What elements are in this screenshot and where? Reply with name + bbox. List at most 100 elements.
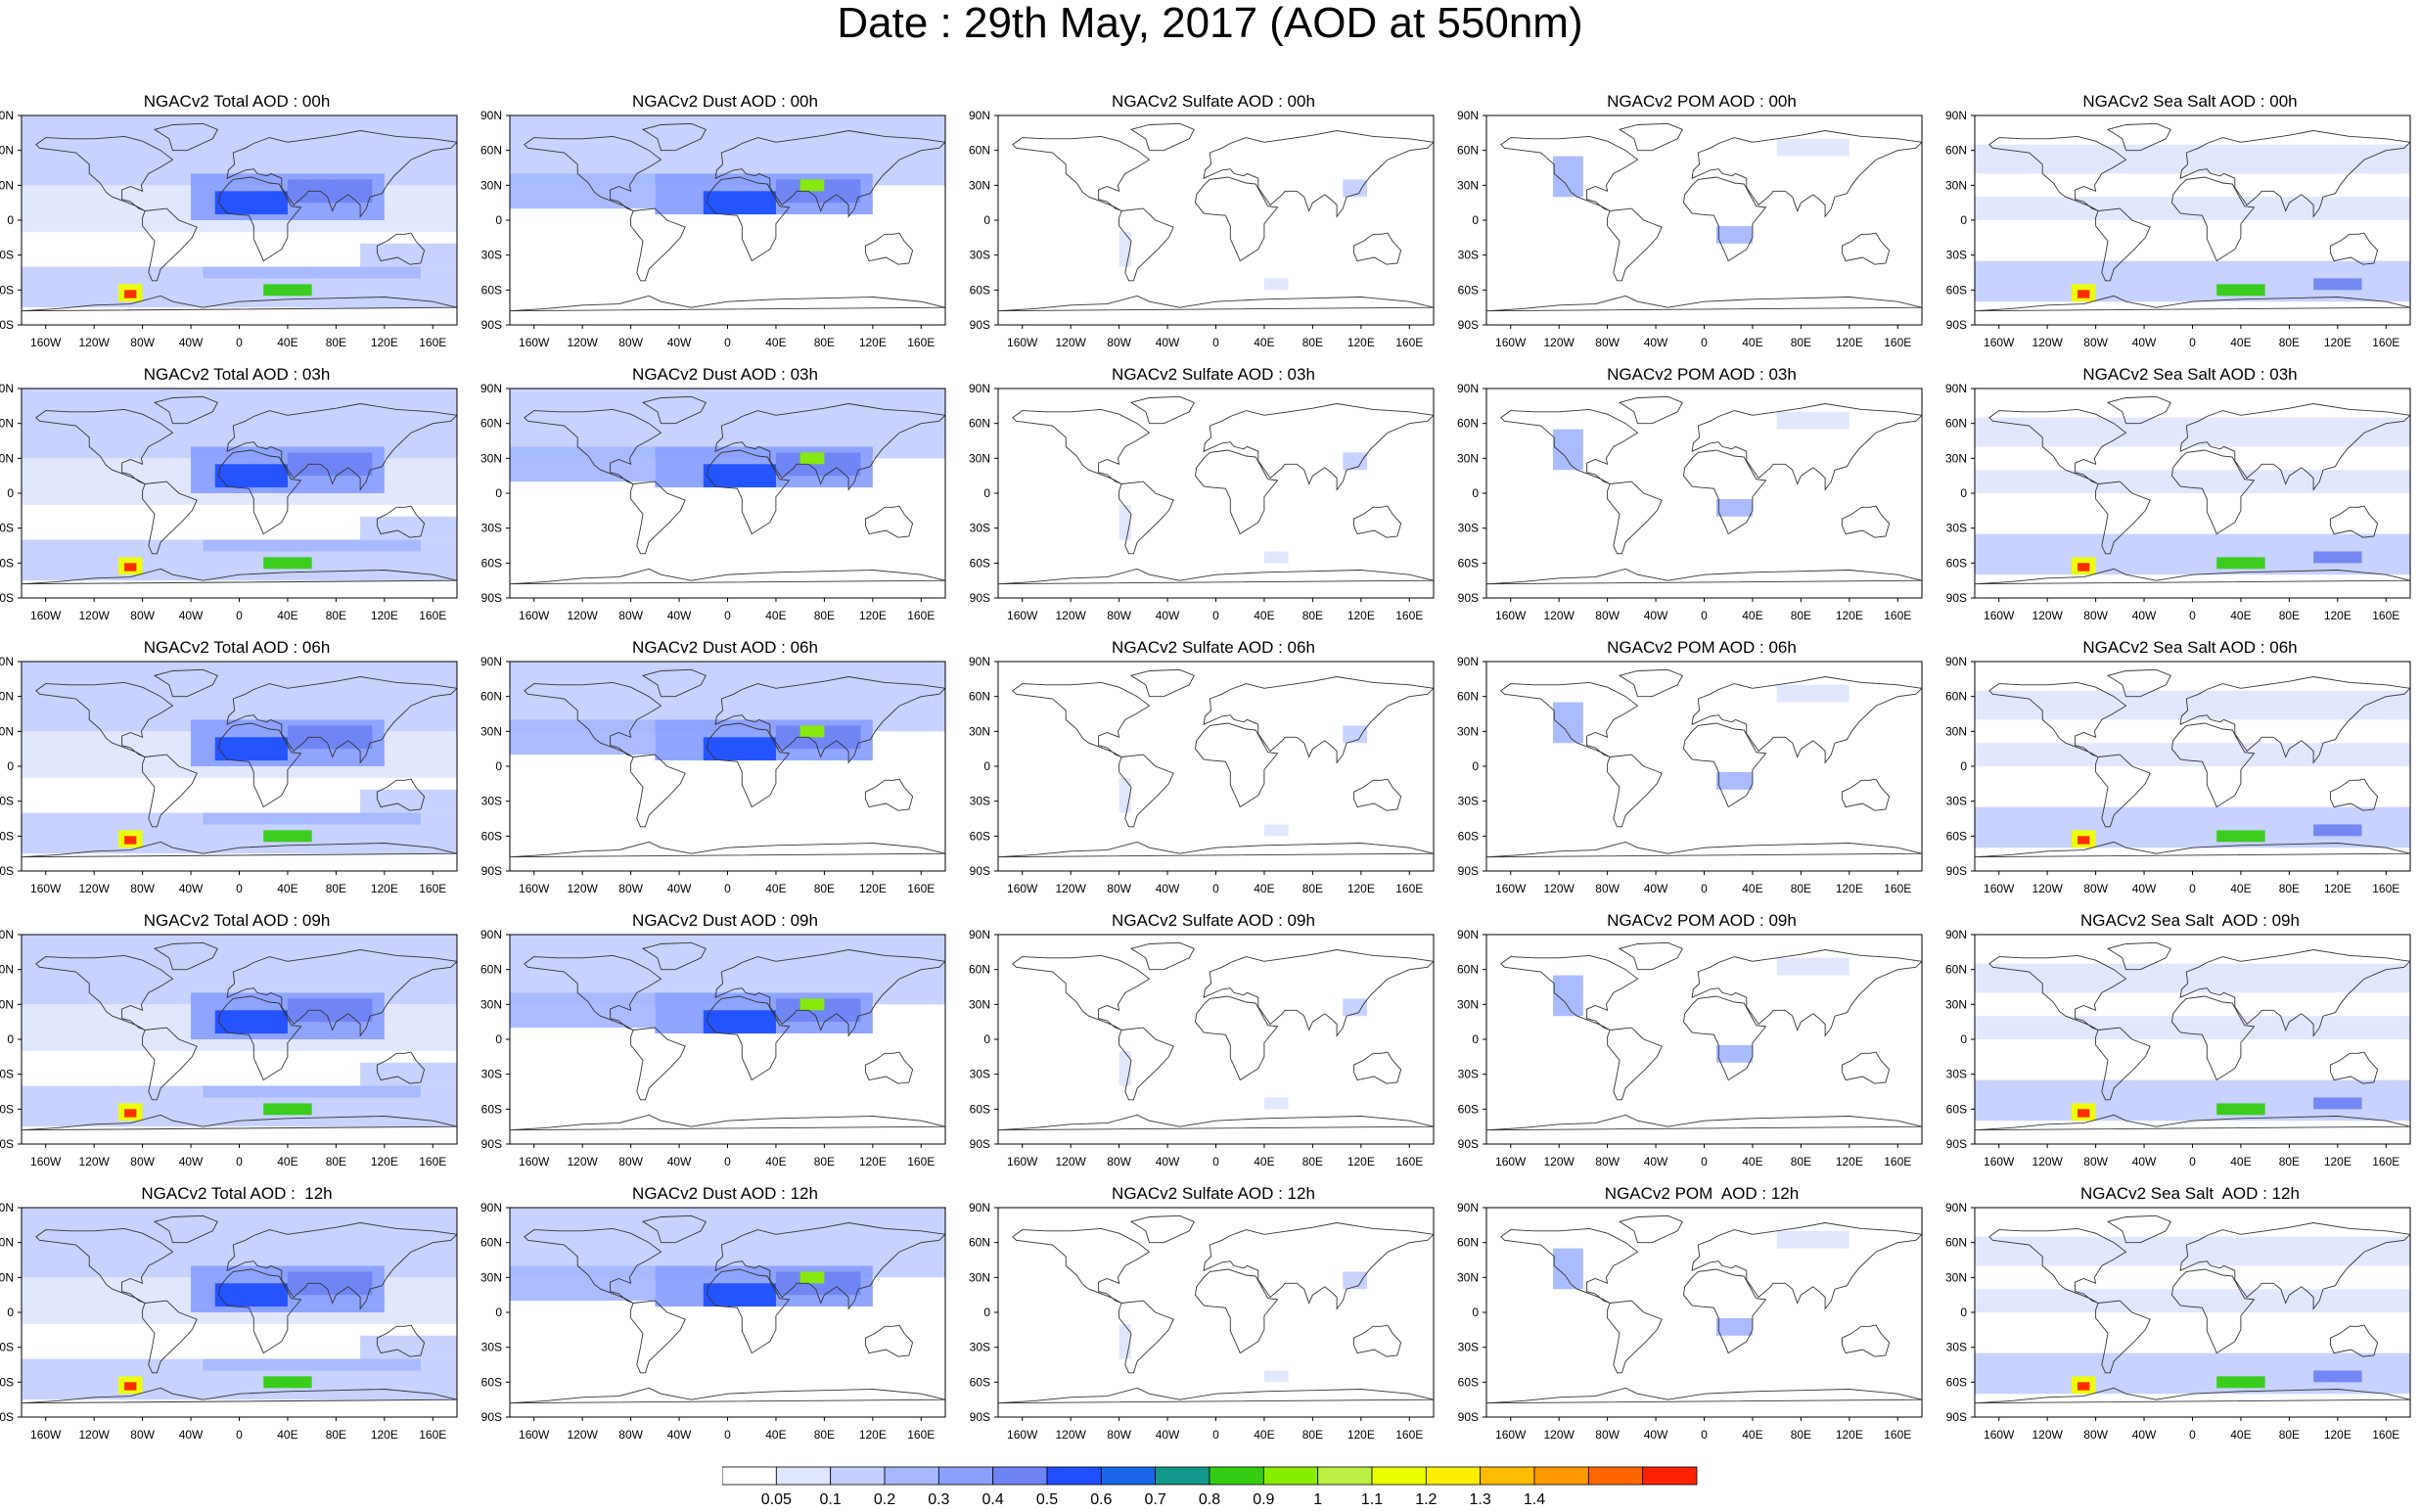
lon-tick-label: 160E xyxy=(2372,1428,2399,1442)
lon-tick-label: 120E xyxy=(859,882,887,895)
coastline-australia xyxy=(2329,778,2379,811)
coastline-eurasia xyxy=(1203,1222,1434,1310)
coastline-greenland xyxy=(153,941,218,971)
coastline-antarctica xyxy=(998,841,1434,858)
lon-tick-label: 0 xyxy=(724,1155,731,1168)
coastline-southAmerica xyxy=(630,207,686,282)
aerosol-field xyxy=(510,115,945,325)
map-background xyxy=(1486,389,1922,598)
lat-tick-label: 90S xyxy=(1946,1410,1967,1424)
coastline-eurasia xyxy=(714,676,945,764)
coastline-northAmerica xyxy=(1500,135,1639,211)
lon-tick-label: 40E xyxy=(2230,336,2251,349)
coastline-eurasia xyxy=(226,403,457,491)
colorbar-label: 1.3 xyxy=(1470,1491,1491,1507)
coastline-australia xyxy=(864,1051,914,1084)
lon-tick-label: 80W xyxy=(1595,609,1620,622)
lon-tick-label: 0 xyxy=(236,1428,243,1442)
coastline-eurasia xyxy=(1203,949,1434,1037)
colorbar-box xyxy=(1155,1466,1210,1486)
lon-tick-label: 160E xyxy=(419,882,446,895)
coastline-eurasia xyxy=(1691,949,1922,1037)
coastline-australia xyxy=(1352,778,1402,811)
lon-tick-label: 40W xyxy=(2132,336,2157,349)
coastline-africa xyxy=(707,995,791,1081)
lon-tick-label: 40W xyxy=(1644,1155,1668,1168)
lon-tick-label: 0 xyxy=(236,1155,243,1168)
lon-tick-label: 160W xyxy=(519,336,550,349)
coastline-southAmerica xyxy=(142,1300,198,1374)
coastline-australia xyxy=(1841,232,1891,265)
lon-tick-label: 160W xyxy=(1984,609,2015,622)
lat-tick-label: 60S xyxy=(970,1375,990,1389)
aod-cell xyxy=(360,1335,457,1359)
coastline-southAmerica xyxy=(630,1027,686,1101)
coastline-africa xyxy=(707,176,791,262)
aod-cell xyxy=(1975,963,2410,993)
map-plot: 90N 60N 30N 0 30S 60S 90S 160W 120W 80W 40W 0 40E 80E… xyxy=(480,655,946,895)
lat-tick-label: 0 xyxy=(7,213,14,227)
lon-tick-label: 160W xyxy=(1007,609,1038,622)
lon-tick-label: 160W xyxy=(1984,1155,2015,1168)
coastline-africa xyxy=(218,449,302,535)
lon-tick-label: 80E xyxy=(1302,609,1323,622)
coastline-australia xyxy=(1841,505,1891,538)
lon-tick-label: 40E xyxy=(765,609,786,622)
lat-tick-label: 90N xyxy=(1945,109,1967,122)
aerosol-field xyxy=(1975,115,2410,325)
coastline-southAmerica xyxy=(1119,481,1174,555)
lat-tick-label: 90S xyxy=(1458,1410,1479,1424)
lon-tick-label: 80W xyxy=(130,336,155,349)
lat-tick-label: 60N xyxy=(1457,690,1479,704)
lon-tick-label: 120W xyxy=(567,882,598,895)
aerosol-field xyxy=(1486,1208,1922,1417)
lon-tick-label: 40E xyxy=(1742,882,1762,895)
lat-tick-label: 0 xyxy=(495,486,502,500)
coastline-northAmerica xyxy=(1012,408,1151,484)
coastline-northAmerica xyxy=(1988,1227,2127,1304)
aod-cell xyxy=(1975,144,2410,174)
lon-tick-label: 160E xyxy=(2372,609,2399,622)
aod-cell xyxy=(360,516,457,540)
colorbar-label: 0.4 xyxy=(982,1491,1004,1507)
coastline-antarctica xyxy=(22,1387,457,1404)
coastline-northAmerica xyxy=(1012,954,1151,1031)
lon-tick-label: 80E xyxy=(2279,609,2300,622)
panel-title: NGACv2 Total AOD : 00h xyxy=(143,92,331,111)
lat-tick-label: 30N xyxy=(1457,997,1479,1011)
coastline-northAmerica xyxy=(1500,1227,1639,1304)
coastline-australia xyxy=(376,1324,426,1357)
lat-tick-label: 90N xyxy=(0,655,14,668)
coastline-greenland xyxy=(1618,122,1683,152)
panel-title: NGACv2 Dust AOD : 09h xyxy=(632,911,818,930)
lon-tick-label: 160W xyxy=(1495,1155,1527,1168)
coastline-greenland xyxy=(1129,668,1195,698)
lat-tick-label: 30S xyxy=(0,1068,14,1081)
map-panel: NGACv2 POM AOD : 06h 90N 60N 30N 0 30S 60S 90S 1… xyxy=(1457,638,1946,907)
coastline-australia xyxy=(1841,778,1891,811)
lat-tick-label: 30N xyxy=(0,178,14,192)
lat-tick-label: 30S xyxy=(1458,1341,1479,1354)
lat-tick-label: 60N xyxy=(0,144,14,158)
lat-tick-label: 90S xyxy=(970,318,990,332)
aod-cell xyxy=(203,1358,421,1371)
lat-tick-label: 0 xyxy=(495,213,502,227)
lat-tick-label: 60S xyxy=(1458,556,1479,570)
lat-tick-label: 60N xyxy=(480,417,502,431)
coastline-southAmerica xyxy=(1119,1027,1174,1101)
aod-cell xyxy=(1776,1230,1849,1249)
lon-tick-label: 120E xyxy=(2324,1428,2352,1442)
lat-tick-label: 60S xyxy=(1458,829,1479,843)
lon-tick-label: 80E xyxy=(814,1155,835,1168)
coastline-greenland xyxy=(641,668,707,698)
lon-tick-label: 120E xyxy=(1347,336,1375,349)
coastline-australia xyxy=(1841,1051,1891,1084)
colorbar-box xyxy=(1642,1466,1698,1486)
lon-tick-label: 120E xyxy=(371,609,398,622)
coastline-australia xyxy=(376,1051,426,1084)
coastline-eurasia xyxy=(226,949,457,1037)
lon-tick-label: 120W xyxy=(1055,1155,1086,1168)
lat-tick-label: 90N xyxy=(480,382,502,395)
lat-tick-label: 90S xyxy=(970,591,990,605)
coastline-northAmerica xyxy=(1012,1227,1151,1304)
